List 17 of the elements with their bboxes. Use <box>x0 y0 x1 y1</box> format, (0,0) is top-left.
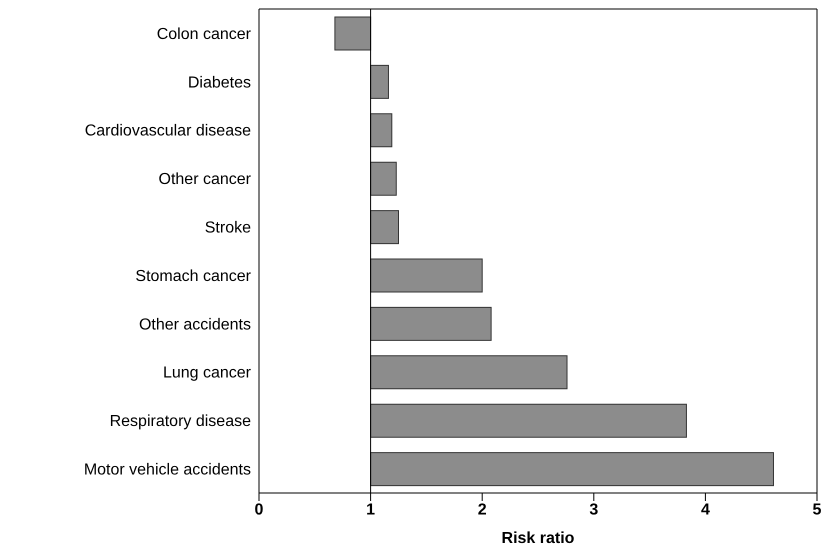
y-tick-label: Lung cancer <box>162 364 252 382</box>
x-tick-label: 4 <box>700 501 710 518</box>
y-tick-label: Motor vehicle accidents <box>84 461 251 478</box>
y-tick-label: Respiratory disease <box>110 413 252 430</box>
x-tick-label: 1 <box>366 501 376 518</box>
x-tick-label: 0 <box>254 501 264 518</box>
y-tick-label: Colon cancer <box>156 26 252 43</box>
x-axis-title: Risk ratio <box>502 530 575 547</box>
y-tick-label: Stroke <box>204 219 252 236</box>
y-tick-label: Stomach cancer <box>135 268 252 285</box>
y-tick-label: Other accidents <box>138 316 251 334</box>
x-tick-label: 5 <box>812 501 822 518</box>
x-tick-label: 3 <box>589 501 598 518</box>
y-tick-label: Other cancer <box>158 171 252 188</box>
y-tick-label: Diabetes <box>188 74 251 92</box>
y-tick-label: Cardiovascular disease <box>84 122 252 140</box>
x-tick-label: 2 <box>478 501 487 518</box>
